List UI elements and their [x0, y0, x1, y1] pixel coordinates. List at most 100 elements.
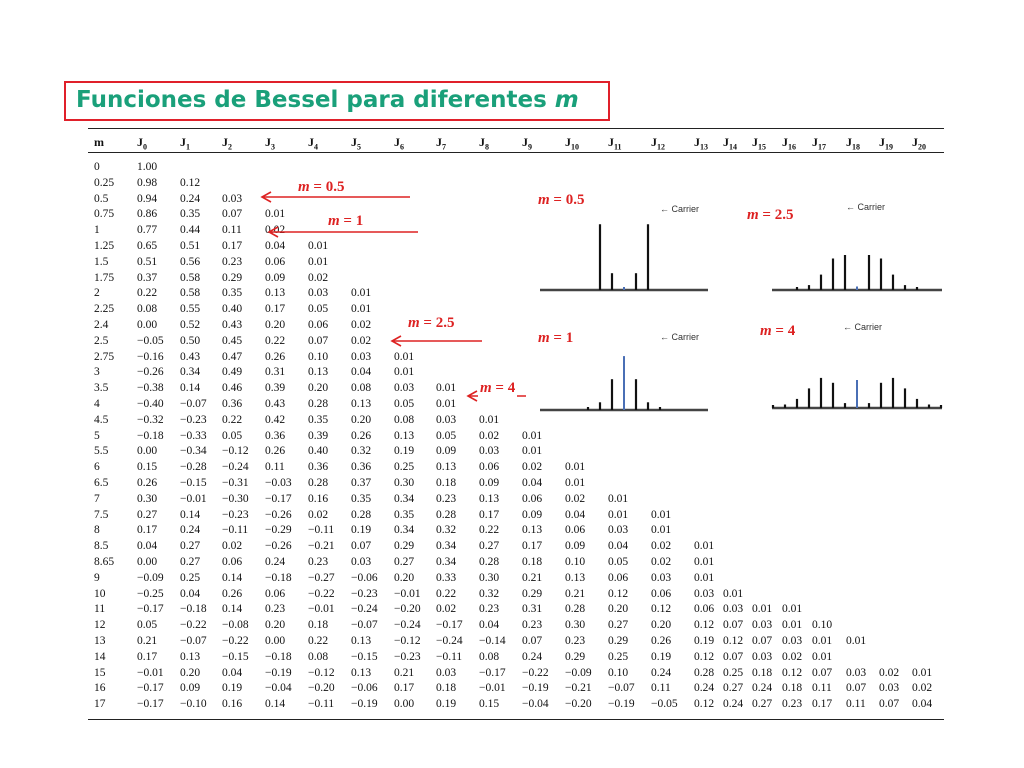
table-cell: 0.14 [265, 698, 286, 711]
table-cell: 0.06 [222, 556, 243, 568]
table-cell: 0.01 [912, 666, 933, 679]
column-header-subscript: 15 [758, 142, 766, 152]
table-rule [88, 152, 944, 153]
table-cell: 0.03 [479, 445, 500, 458]
column-header: J16 [782, 135, 796, 152]
arrow-label-value: = 2.5 [419, 315, 455, 331]
table-cell: 0.03 [394, 382, 415, 395]
table-cell: 0.14 [222, 571, 243, 584]
table-cell: 0.44 [180, 224, 201, 237]
table-cell: 0.03 [351, 556, 372, 568]
column-header: J7 [436, 135, 446, 152]
column-header: J19 [879, 135, 893, 152]
table-cell: −0.28 [180, 461, 207, 474]
table-cell: −0.18 [265, 571, 292, 584]
table-cell: 0.22 [308, 635, 329, 647]
table-cell: 0.00 [137, 319, 158, 331]
table-cell: −0.23 [222, 508, 249, 521]
table-cell: 0.19 [222, 682, 243, 695]
column-header: J20 [912, 135, 926, 152]
table-cell: 0.32 [479, 587, 500, 600]
table-cell: 10 [94, 587, 106, 600]
table-cell: 0.13 [565, 571, 586, 584]
column-header-subscript: 11 [614, 142, 622, 152]
table-cell: −0.23 [180, 413, 207, 426]
table-cell: 0.12 [782, 666, 803, 679]
table-cell: 0.09 [180, 682, 201, 695]
table-cell: 0.02 [879, 666, 900, 679]
table-cell: 0.04 [608, 540, 629, 553]
table-cell: 12 [94, 619, 106, 632]
spectrum-label-value: = 1 [549, 330, 574, 346]
table-cell: 8.65 [94, 556, 115, 568]
table-cell: 0.03 [436, 666, 457, 679]
arrow-label-value: = 0.5 [309, 179, 345, 195]
table-cell: 0.35 [351, 492, 372, 505]
carrier-label: ← Carrier [843, 322, 883, 332]
column-header: m [94, 135, 104, 149]
table-cell: 0.12 [694, 698, 715, 711]
table-cell: 0.17 [222, 240, 243, 252]
table-cell: −0.23 [351, 587, 378, 600]
table-cell: 0.07 [812, 666, 833, 679]
table-cell: 8 [94, 524, 100, 537]
table-cell: 0.20 [265, 319, 286, 331]
table-cell: 0.20 [308, 382, 329, 395]
table-cell: 0.24 [180, 192, 201, 205]
table-cell: 0.23 [782, 698, 803, 711]
table-cell: 0.29 [394, 540, 415, 553]
table-cell: 0.04 [565, 508, 586, 521]
table-cell: 0.02 [479, 429, 500, 442]
table-cell: 11 [94, 603, 106, 616]
table-cell: 0.06 [651, 587, 672, 600]
table-cell: 0.36 [265, 429, 286, 442]
table-cell: 16 [94, 682, 106, 695]
table-cell: 0.47 [222, 350, 243, 363]
table-cell: 0.01 [812, 635, 833, 647]
table-cell: 0.03 [723, 603, 744, 616]
table-cell: −0.24 [436, 635, 463, 647]
table-cell: −0.06 [351, 571, 378, 584]
pointer-arrow-head [260, 191, 272, 203]
column-header-subscript: 7 [442, 142, 446, 152]
table-cell: 1.5 [94, 255, 109, 268]
table-cell: 0.13 [522, 524, 543, 537]
table-cell: 0.42 [265, 413, 286, 426]
table-cell: 0.05 [394, 398, 415, 410]
table-cell: 0.07 [222, 208, 243, 221]
table-cell: 0.07 [308, 334, 329, 347]
table-cell: 0.17 [137, 524, 158, 537]
table-cell: 0.18 [752, 666, 773, 679]
table-cell: −0.15 [180, 477, 207, 489]
table-cell: 0.03 [782, 635, 803, 647]
column-header-subscript: 12 [657, 142, 665, 152]
table-cell: 0.03 [846, 666, 867, 679]
table-cell: 0.11 [846, 698, 866, 711]
spectrum-label: m = 0.5 [536, 192, 587, 209]
table-cell: 0.36 [222, 398, 243, 410]
table-cell: −0.05 [137, 334, 164, 347]
column-header-subscript: 17 [818, 142, 826, 152]
table-cell: 0.33 [436, 571, 457, 584]
table-cell: −0.21 [308, 540, 335, 553]
carrier-label: ← Carrier [846, 202, 886, 212]
table-cell: 0.24 [694, 682, 715, 695]
table-cell: −0.16 [137, 350, 164, 363]
table-cell: 0.58 [180, 271, 201, 284]
table-cell: 2 [94, 287, 100, 300]
table-cell: −0.17 [137, 682, 164, 695]
table-cell: −0.09 [565, 666, 592, 679]
table-cell: −0.20 [565, 698, 592, 711]
carrier-label: ← Carrier [660, 332, 700, 342]
spectrum-label-value: = 0.5 [549, 192, 585, 208]
column-header: J17 [812, 135, 826, 152]
column-header-subscript: 13 [700, 142, 708, 152]
table-cell: −0.03 [265, 477, 292, 489]
table-cell: 0.23 [522, 619, 543, 632]
table-cell: −0.12 [308, 666, 335, 679]
table-cell: 0.43 [265, 398, 286, 410]
table-cell: 0.56 [180, 255, 201, 268]
table-cell: −0.19 [522, 682, 549, 695]
table-cell: 0.23 [565, 635, 586, 647]
table-cell: 0.24 [265, 556, 286, 568]
